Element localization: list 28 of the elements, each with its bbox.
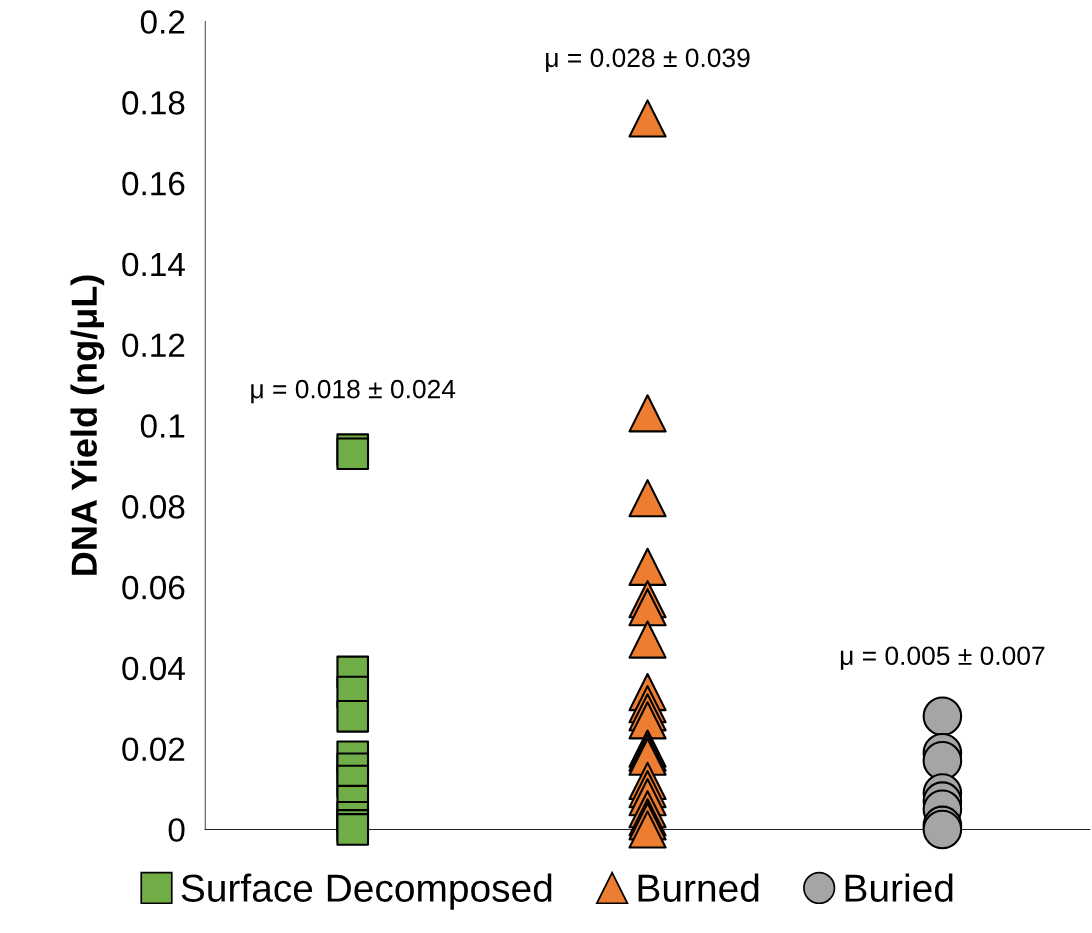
point <box>628 620 667 659</box>
point <box>628 547 667 586</box>
annotation: μ = 0.005 ± 0.007 <box>840 646 1045 670</box>
point <box>628 394 667 433</box>
legend-label: Burned <box>638 873 759 902</box>
point <box>628 99 667 138</box>
y-tick-label: 0.1 <box>140 414 185 438</box>
y-tick-label: 0.02 <box>122 737 185 762</box>
y-axis-title: DNA Yield (ng/μL) <box>70 275 105 575</box>
point <box>628 810 667 849</box>
point <box>922 696 963 737</box>
point <box>628 588 667 627</box>
y-tick-label: 0 <box>168 818 185 842</box>
y-tick-label: 0.12 <box>122 333 185 358</box>
y-tick-label: 0.2 <box>140 10 185 34</box>
y-tick-label: 0.14 <box>122 252 185 277</box>
legend-label: Surface Decomposed <box>181 873 552 910</box>
y-tick-label: 0.16 <box>122 171 185 196</box>
y-tick-label: 0.06 <box>122 575 185 600</box>
annotation: μ = 0.018 ± 0.024 <box>251 379 456 404</box>
legend-label: Buried <box>845 873 953 902</box>
y-tick-label: 0.18 <box>122 91 185 115</box>
y-tick-label: 0.08 <box>122 495 185 519</box>
annotation: μ = 0.028 ± 0.039 <box>546 48 750 72</box>
y-tick-label: 0.04 <box>122 656 185 681</box>
point <box>628 701 667 740</box>
point <box>336 700 370 733</box>
point <box>628 479 667 518</box>
